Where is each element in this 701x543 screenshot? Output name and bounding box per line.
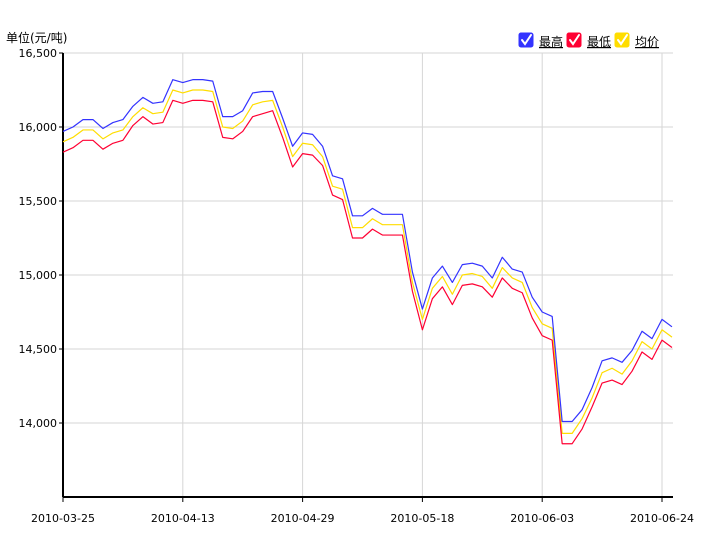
- legend-label: 均价: [635, 35, 659, 49]
- y-tick-label: 15,000: [19, 269, 58, 282]
- x-tick-label: 2010-04-29: [271, 512, 335, 525]
- grid-lines: [63, 52, 673, 497]
- x-tick-label: 2010-05-18: [390, 512, 454, 525]
- y-tick-label: 14,000: [19, 417, 58, 430]
- y-tick-label: 16,000: [19, 121, 58, 134]
- check-icon: [617, 34, 628, 46]
- check-icon: [521, 34, 532, 46]
- x-tick-label: 2010-06-03: [510, 512, 574, 525]
- series-line-0: [62, 79, 673, 423]
- y-tick-label: 14,500: [19, 343, 58, 356]
- check-icon: [569, 34, 580, 46]
- x-tick-label: 2010-06-24: [630, 512, 694, 525]
- legend-item-0[interactable]: 最高: [518, 32, 563, 49]
- legend-label: 最高: [539, 34, 563, 49]
- y-tick-label: 15,500: [19, 195, 58, 208]
- y-axis-label: 单位(元/吨): [6, 30, 67, 45]
- y-tick-label: 16,500: [19, 47, 58, 60]
- legend-item-2[interactable]: 均价: [614, 32, 659, 49]
- x-tick-label: 2010-03-25: [31, 512, 95, 525]
- legend-label: 最低: [587, 35, 611, 49]
- y-tick-labels: 16,500 16,000 15,500 15,000 14,500 14,000: [19, 47, 58, 430]
- x-tick-labels: 2010-03-25 2010-04-13 2010-04-29 2010-05-18…: [31, 512, 694, 525]
- series-line-1: [62, 99, 673, 445]
- series-line-2: [62, 89, 673, 434]
- x-tick-label: 2010-04-13: [151, 512, 215, 525]
- legend-item-1[interactable]: 最低: [566, 32, 611, 49]
- series-lines: [62, 79, 673, 445]
- legend: 最高 最低 均价: [518, 32, 659, 49]
- axes: [59, 52, 673, 502]
